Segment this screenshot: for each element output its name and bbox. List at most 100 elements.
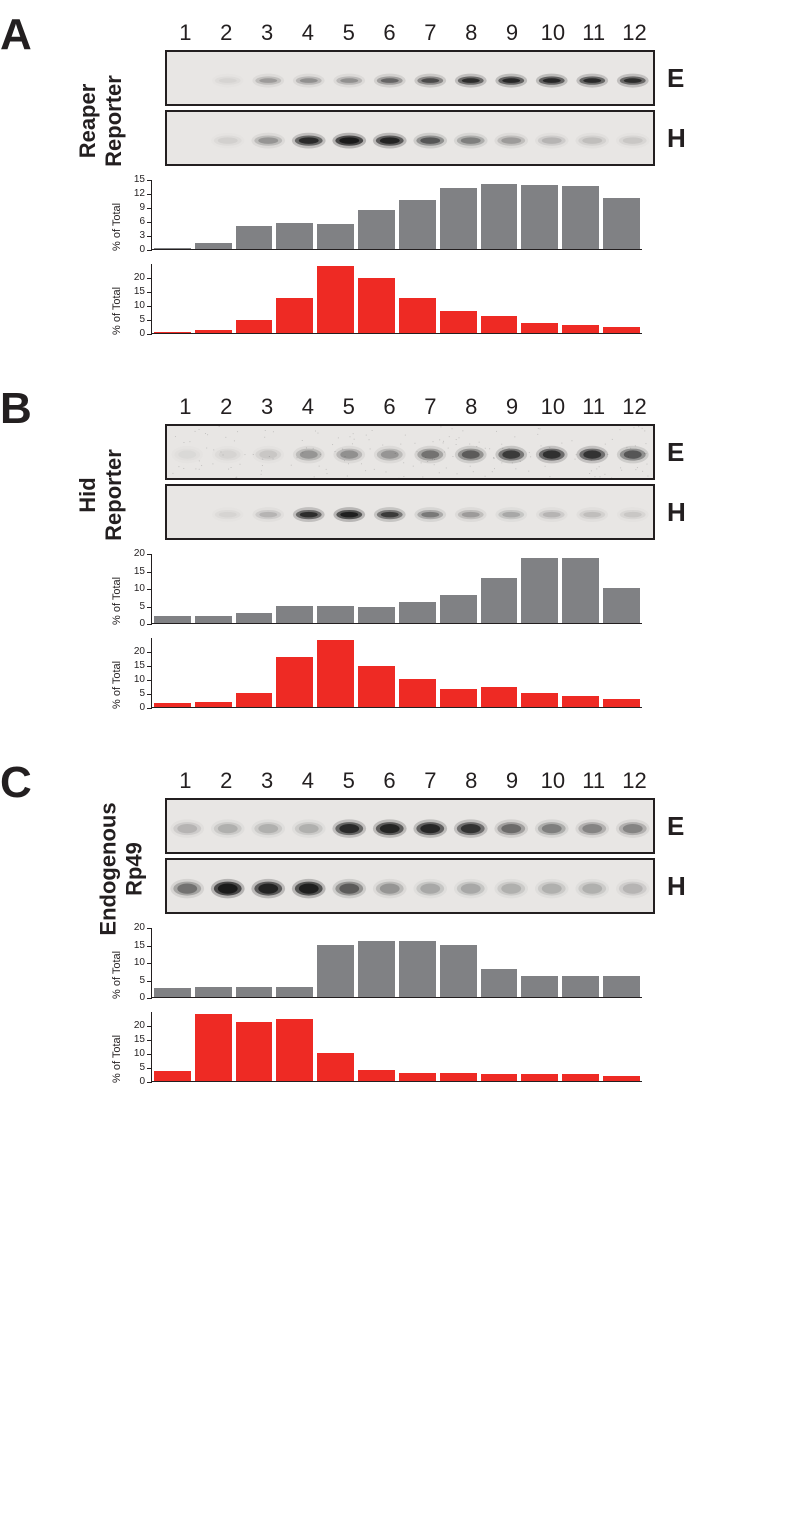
bar: [603, 327, 640, 333]
bar: [317, 640, 354, 707]
lane-number: 10: [532, 394, 573, 420]
bar: [358, 278, 395, 333]
bar: [521, 558, 558, 623]
tick-label: 0: [139, 245, 145, 255]
tick-label: 10: [134, 1049, 145, 1059]
bar: [154, 703, 191, 707]
chart-yaxis: 05101520: [126, 928, 152, 998]
tick-label: 20: [134, 1021, 145, 1031]
tick-label: 20: [134, 273, 145, 283]
tick-label: 0: [139, 1077, 145, 1087]
bar: [358, 1070, 395, 1081]
bar: [154, 332, 191, 333]
lane-number: 5: [328, 394, 369, 420]
chart-yaxis: 05101520: [126, 264, 152, 334]
lane-number: 3: [247, 394, 288, 420]
bar: [195, 1014, 232, 1081]
blot-row: E: [110, 50, 700, 106]
lane-header: 123456789101112: [165, 20, 655, 46]
tick-label: 0: [139, 993, 145, 1003]
bar: [358, 607, 395, 623]
lane-number: 6: [369, 768, 410, 794]
bar: [562, 696, 599, 707]
tick-label: 5: [139, 315, 145, 325]
bar: [562, 976, 599, 997]
bar: [317, 945, 354, 998]
tick-label: 10: [134, 584, 145, 594]
bar: [481, 969, 518, 997]
panel-letter: C: [0, 758, 32, 808]
bar: [236, 320, 273, 333]
tick-label: 12: [134, 189, 145, 199]
blot-H: [165, 858, 655, 914]
chart-red: % of Total05101520: [110, 1012, 700, 1082]
lane-number: 11: [573, 20, 614, 46]
bar: [399, 200, 436, 249]
chart-yaxis: 05101520: [126, 638, 152, 708]
blot-row: H: [110, 484, 700, 540]
chart-yaxis: 05101520: [126, 1012, 152, 1082]
blot-tag: H: [667, 497, 692, 528]
tick-label: 10: [134, 675, 145, 685]
tick-label: 15: [134, 1035, 145, 1045]
tick-label: 3: [139, 231, 145, 241]
lane-number: 5: [328, 768, 369, 794]
blot-E: [165, 50, 655, 106]
chart-yaxis: 03691215: [126, 180, 152, 250]
blot-row: H: [110, 110, 700, 166]
bar: [481, 316, 518, 333]
bar: [317, 1053, 354, 1081]
lane-number: 8: [451, 20, 492, 46]
lane-number: 1: [165, 20, 206, 46]
lane-number: 6: [369, 394, 410, 420]
tick-label: 5: [139, 602, 145, 612]
blot-row: E: [110, 798, 700, 854]
lane-header: 123456789101112: [165, 394, 655, 420]
tick-label: 20: [134, 549, 145, 559]
chart-gray: % of Total05101520: [110, 928, 700, 998]
panel-body: 123456789101112ReaperReporterEH% of Tota…: [110, 20, 700, 334]
chart-bars: [152, 554, 642, 624]
bar: [521, 693, 558, 707]
bar: [399, 602, 436, 623]
chart-yaxis: 05101520: [126, 554, 152, 624]
bar: [603, 1076, 640, 1081]
lane-number: 7: [410, 768, 451, 794]
tick-label: 5: [139, 976, 145, 986]
lane-number: 2: [206, 20, 247, 46]
tick-label: 15: [134, 941, 145, 951]
lane-number: 7: [410, 394, 451, 420]
bar: [276, 987, 313, 997]
bar: [236, 987, 273, 997]
panel-letter: B: [0, 384, 32, 434]
bar: [440, 188, 477, 249]
chart-bars: [152, 928, 642, 998]
lane-number: 9: [492, 20, 533, 46]
bar: [236, 1022, 273, 1081]
bar: [440, 689, 477, 707]
lane-number: 12: [614, 394, 655, 420]
tick-label: 5: [139, 1063, 145, 1073]
lane-number: 1: [165, 768, 206, 794]
chart-red: % of Total05101520: [110, 638, 700, 708]
tick-label: 9: [139, 203, 145, 213]
bar: [603, 588, 640, 623]
lane-number: 3: [247, 20, 288, 46]
bar: [440, 311, 477, 333]
panel-B: B123456789101112HidReporterEH% of Total0…: [0, 394, 767, 708]
chart-gray: % of Total03691215: [110, 180, 700, 250]
blot-tag: H: [667, 123, 692, 154]
bar: [195, 702, 232, 707]
chart-ylabel: % of Total: [111, 695, 123, 709]
chart-bars: [152, 264, 642, 334]
bar: [358, 941, 395, 997]
bar: [236, 693, 273, 707]
chart-ylabel: % of Total: [111, 1069, 123, 1083]
bar: [276, 657, 313, 707]
tick-label: 15: [134, 661, 145, 671]
lane-number: 4: [287, 768, 328, 794]
bar: [276, 1019, 313, 1081]
bar: [440, 945, 477, 998]
chart-ylabel: % of Total: [111, 321, 123, 335]
blot-tag: E: [667, 811, 692, 842]
